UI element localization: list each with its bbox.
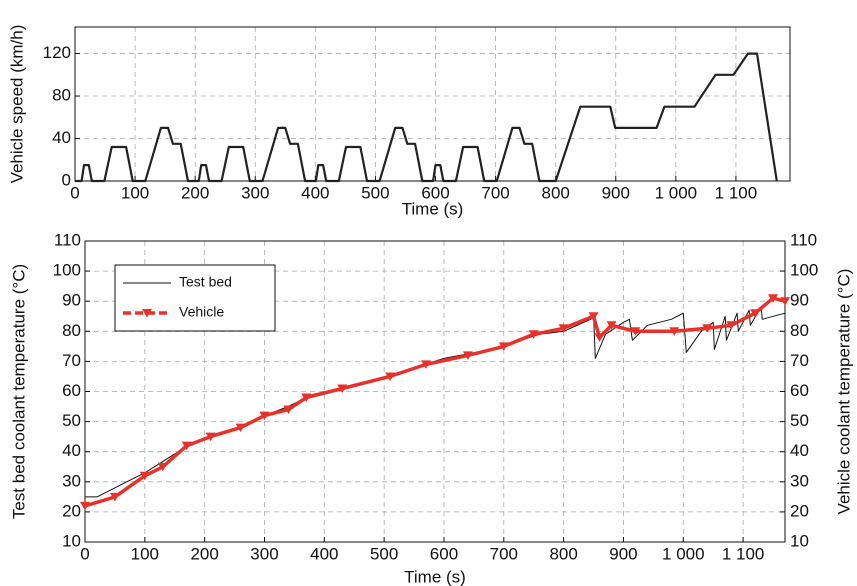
y-tick-label: 10 bbox=[62, 531, 81, 550]
x-tick-label: 700 bbox=[481, 183, 509, 202]
x-tick-label: 600 bbox=[421, 183, 449, 202]
marker bbox=[205, 432, 216, 442]
x-tick-label: 1 100 bbox=[715, 183, 758, 202]
marker bbox=[181, 441, 192, 451]
y2-tick-label: 110 bbox=[790, 230, 817, 249]
x-tick-label: 800 bbox=[541, 183, 569, 202]
y2-tick-label: 90 bbox=[790, 291, 809, 310]
y-tick-label: 80 bbox=[62, 321, 81, 340]
marker bbox=[301, 393, 312, 403]
y2-tick-label: 30 bbox=[790, 471, 809, 490]
legend-box bbox=[114, 264, 276, 332]
x-tick-label: 600 bbox=[430, 544, 458, 563]
series-line bbox=[85, 306, 786, 498]
y2-tick-label: 100 bbox=[790, 261, 818, 280]
series-line bbox=[75, 52, 778, 183]
y2-tick-label: 10 bbox=[790, 531, 809, 550]
marker bbox=[588, 312, 599, 321]
y-axis-label: Vehicle speed (km/h) bbox=[7, 25, 26, 184]
x-axis-label: Time (s) bbox=[402, 199, 464, 218]
y2-tick-label: 60 bbox=[790, 381, 809, 400]
y2-tick-label: 40 bbox=[790, 441, 809, 460]
x-tick-label: 100 bbox=[131, 544, 159, 563]
marker bbox=[259, 411, 270, 421]
legend-label: Vehicle bbox=[179, 304, 224, 320]
marker bbox=[235, 423, 246, 433]
y2-tick-label: 70 bbox=[790, 351, 809, 370]
x-tick-label: 200 bbox=[181, 183, 209, 202]
y-tick-label: 30 bbox=[62, 471, 81, 490]
y-tick-label: 50 bbox=[62, 411, 81, 430]
legend: Test bed Vehicle bbox=[114, 264, 276, 332]
y-tick-label: 110 bbox=[54, 230, 81, 249]
marker bbox=[750, 309, 761, 318]
y-tick-label: 40 bbox=[52, 128, 71, 147]
x-tick-label: 100 bbox=[121, 183, 149, 202]
plot: 0 100 200 300 400 500 600 700 800 900 1 000 1 100 10… bbox=[9, 230, 853, 586]
marker bbox=[606, 321, 617, 330]
y2-axis-label: Vehicle coolant temperature (°C) bbox=[834, 269, 853, 515]
marker bbox=[594, 333, 605, 342]
marker bbox=[139, 471, 150, 481]
marker bbox=[702, 324, 713, 333]
y-axis-label: Test bed coolant temperature (°C) bbox=[9, 264, 28, 519]
x-tick-label: 500 bbox=[361, 183, 389, 202]
y-tick-label: 70 bbox=[62, 351, 81, 370]
marker bbox=[630, 327, 641, 336]
x-tick-label: 1 000 bbox=[662, 544, 705, 563]
x-tick-label: 300 bbox=[241, 183, 269, 202]
marker bbox=[421, 360, 432, 369]
y-tick-label: 0 bbox=[62, 170, 71, 189]
x-tick-label: 800 bbox=[549, 544, 577, 563]
legend-marker bbox=[142, 309, 152, 318]
y-tick-label: 80 bbox=[52, 86, 71, 105]
legend-label: Test bed bbox=[179, 274, 232, 290]
x-tick-label: 400 bbox=[310, 544, 338, 563]
x-tick-label: 300 bbox=[250, 544, 278, 563]
marker bbox=[283, 405, 294, 415]
y2-tick-label: 50 bbox=[790, 411, 809, 430]
y-tick-label: 90 bbox=[62, 291, 81, 310]
marker bbox=[157, 462, 168, 472]
marker bbox=[385, 372, 396, 381]
plot-frame bbox=[74, 26, 791, 182]
x-tick-label: 700 bbox=[490, 544, 518, 563]
x-tick-label: 0 bbox=[70, 183, 79, 202]
marker bbox=[669, 327, 680, 336]
marker bbox=[80, 501, 90, 511]
x-tick-label: 400 bbox=[301, 183, 329, 202]
x-axis-label: Time (s) bbox=[404, 567, 466, 586]
x-tick-label: 900 bbox=[602, 183, 630, 202]
y-tick-label: 100 bbox=[53, 261, 81, 280]
y-tick-label: 120 bbox=[43, 43, 71, 62]
x-tick-label: 500 bbox=[370, 544, 398, 563]
marker bbox=[780, 297, 790, 306]
x-tick-label: 0 bbox=[80, 544, 89, 563]
y-tick-label: 20 bbox=[62, 501, 81, 520]
y-tick-label: 40 bbox=[62, 441, 81, 460]
y2-tick-label: 20 bbox=[790, 501, 809, 520]
y-tick-label: 60 bbox=[62, 381, 81, 400]
marker bbox=[768, 294, 779, 303]
x-tick-label: 900 bbox=[609, 544, 637, 563]
marker bbox=[337, 384, 348, 393]
marker bbox=[462, 351, 473, 360]
marker bbox=[109, 492, 120, 502]
x-tick-label: 1 000 bbox=[655, 183, 698, 202]
marker bbox=[498, 342, 509, 351]
x-tick-label: 200 bbox=[190, 544, 218, 563]
marker bbox=[558, 324, 569, 333]
marker bbox=[528, 330, 539, 339]
plot: 0 100 200 300 400 500 600 700 800 900 1 000 1 10004… bbox=[7, 25, 791, 218]
x-tick-label: 1 100 bbox=[722, 544, 765, 563]
y2-tick-label: 80 bbox=[790, 321, 809, 340]
marker bbox=[726, 321, 737, 330]
